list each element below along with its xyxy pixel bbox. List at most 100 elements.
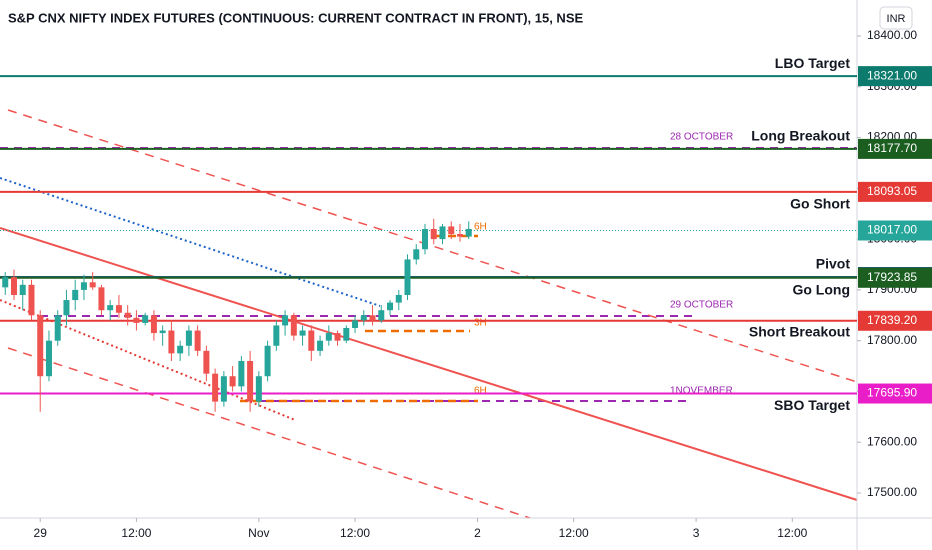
candle-body — [273, 325, 280, 346]
currency: INR — [887, 13, 906, 25]
level-price-label: 17695.90 — [867, 386, 917, 400]
candle-body — [352, 320, 359, 328]
candle-body — [404, 259, 411, 295]
level-price-box — [858, 383, 932, 404]
candle-body — [54, 315, 61, 341]
candle-body — [159, 330, 166, 334]
candle-body — [37, 315, 44, 377]
candle-body — [378, 310, 385, 321]
candle-body — [10, 277, 17, 295]
last-price-box — [858, 220, 932, 241]
annotation: 3H — [474, 318, 487, 329]
candle-body — [168, 330, 175, 354]
level-name: Short Breakout — [749, 323, 850, 339]
y-tick-label: 17600.00 — [867, 434, 917, 448]
candle-body — [98, 287, 105, 311]
x-tick-label: Nov — [248, 526, 269, 540]
candle-body — [238, 360, 245, 387]
y-tick-label: 17500.00 — [867, 485, 917, 499]
candle-body — [89, 282, 96, 288]
level-price-box — [858, 181, 932, 202]
candle-body — [343, 327, 350, 341]
level-price-box — [858, 310, 932, 331]
level-price-box — [858, 66, 932, 87]
candle-body — [45, 340, 52, 377]
x-tick-label: 12:00 — [121, 526, 151, 540]
candle-body — [124, 312, 131, 318]
trend-line — [0, 177, 381, 307]
candle-body — [247, 360, 254, 402]
candle-body — [220, 376, 227, 402]
candle-body — [290, 315, 297, 336]
candle-body — [185, 330, 192, 346]
candle-body — [456, 234, 463, 237]
candle-body — [28, 284, 35, 316]
candle-body — [360, 315, 367, 321]
candle-body — [299, 330, 306, 336]
candle-body — [413, 249, 420, 260]
annotation: 6H — [474, 222, 487, 233]
candle-body — [142, 315, 149, 323]
candle-body — [465, 228, 472, 237]
annotation: 28 OCTOBER — [670, 132, 733, 143]
candle-body — [317, 340, 324, 351]
last-price-label: 18017.00 — [867, 223, 917, 237]
candle-body — [212, 373, 219, 402]
level-name: Go Short — [790, 196, 850, 212]
trend-line — [0, 299, 296, 421]
level-name: LBO Target — [775, 55, 851, 71]
candle-body — [72, 289, 79, 301]
candle-body — [387, 302, 394, 311]
annotation: 29 OCTOBER — [670, 300, 733, 311]
candle-body — [448, 226, 455, 235]
candle-body — [229, 376, 236, 387]
level-price-label: 17923.85 — [867, 270, 917, 284]
candle-body — [19, 284, 26, 295]
candle-body — [133, 317, 140, 323]
level-price-label: 18093.05 — [867, 184, 917, 198]
candle-body — [422, 228, 429, 250]
candle-body — [63, 300, 70, 316]
level-price-label: 17839.20 — [867, 313, 917, 327]
candle-body — [264, 345, 271, 377]
candle-body — [395, 294, 402, 303]
x-tick-label: 3 — [693, 526, 700, 540]
y-tick-label: 18400.00 — [867, 28, 917, 42]
trend-line — [7, 109, 858, 383]
candle-body — [369, 315, 376, 321]
level-price-label: 18177.70 — [867, 141, 917, 155]
candle-body — [107, 305, 114, 311]
candle-body — [2, 277, 9, 288]
level-name: Pivot — [816, 256, 851, 272]
x-tick-label: 2 — [474, 526, 481, 540]
chart-title: S&P CNX NIFTY INDEX FUTURES (CONTINUOUS:… — [8, 10, 583, 25]
candle-body — [115, 305, 122, 313]
candle-body — [177, 345, 184, 354]
x-tick-label: 12:00 — [340, 526, 370, 540]
y-tick-label: 17800.00 — [867, 333, 917, 347]
candle-body — [308, 330, 315, 351]
candle-body — [282, 315, 289, 326]
trend-line — [0, 227, 858, 501]
level-name: Go Long — [792, 281, 850, 297]
candle-body — [150, 315, 157, 334]
level-price-box — [858, 267, 932, 288]
candle-body — [194, 330, 201, 351]
currency-box[interactable] — [879, 6, 913, 30]
candle-body — [255, 376, 262, 402]
level-name: Long Breakout — [751, 128, 850, 144]
candle-body — [325, 333, 332, 341]
trend-line — [7, 347, 531, 519]
candle-body — [334, 333, 341, 341]
candle-body — [203, 350, 210, 374]
level-price-box — [858, 138, 932, 159]
annotation: 6H — [474, 386, 487, 397]
candle-body — [430, 228, 437, 240]
candle-body — [80, 282, 87, 290]
x-tick-label: 12:00 — [777, 526, 807, 540]
annotation: 1NOVEMBER — [670, 386, 733, 397]
level-price-label: 18321.00 — [867, 68, 917, 82]
x-tick-label: 29 — [34, 526, 48, 540]
candle-body — [439, 226, 446, 240]
